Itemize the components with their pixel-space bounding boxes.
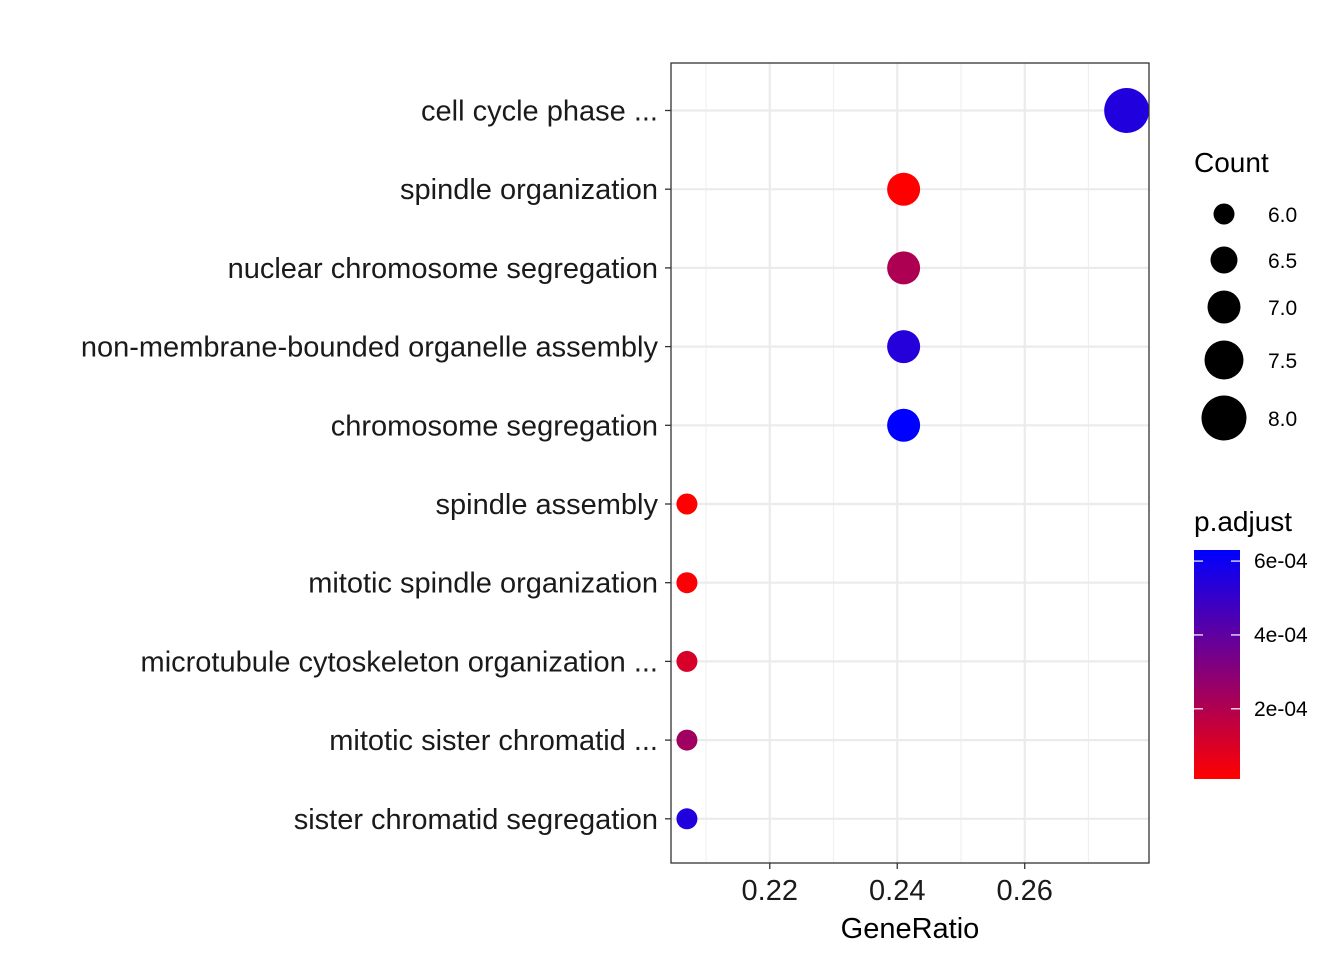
y-tick-label: sister chromatid segregation <box>294 804 658 836</box>
y-tick-label: microtubule cytoskeleton organization ..… <box>141 646 658 678</box>
y-tick-label: nuclear chromosome segregation <box>228 253 658 285</box>
size-legend-key <box>1207 290 1241 324</box>
y-tick-label: spindle assembly <box>436 489 659 521</box>
size-legend-label: 7.0 <box>1268 297 1297 320</box>
x-tick-label: 0.22 <box>742 875 798 907</box>
x-tick-label: 0.24 <box>869 875 925 907</box>
y-tick-label: mitotic spindle organization <box>308 568 658 600</box>
data-point <box>887 330 921 364</box>
data-point <box>676 650 698 672</box>
size-legend-label: 8.0 <box>1268 408 1297 431</box>
x-axis: 0.22 0.24 0.26 <box>742 863 1053 907</box>
y-tick-label: spindle organization <box>400 174 658 206</box>
data-point <box>676 729 698 751</box>
color-legend-label: 6e-04 <box>1254 550 1308 573</box>
data-point <box>676 572 698 594</box>
color-legend-label: 2e-04 <box>1254 698 1308 721</box>
y-axis: cell cycle phase ... spindle organization… <box>81 96 671 836</box>
data-point <box>676 493 698 515</box>
color-legend-bar <box>1194 550 1240 779</box>
color-legend: p.adjust 6e-04 4e-04 2e-04 <box>1194 506 1308 779</box>
data-point <box>1104 88 1150 133</box>
y-tick-label: cell cycle phase ... <box>421 96 658 128</box>
size-legend-label: 6.5 <box>1268 250 1297 273</box>
y-tick-label: non-membrane-bounded organelle assembly <box>81 332 659 364</box>
size-legend-label: 6.0 <box>1268 204 1297 227</box>
size-legend-key <box>1204 340 1244 380</box>
color-legend-title: p.adjust <box>1194 506 1292 537</box>
size-legend-key <box>1213 203 1235 225</box>
data-point <box>676 808 698 830</box>
color-legend-label: 4e-04 <box>1254 624 1308 647</box>
data-point <box>887 172 921 206</box>
size-legend-title: Count <box>1194 147 1269 178</box>
size-legend: Count 6.0 6.5 7.0 7.5 8.0 <box>1194 147 1297 441</box>
y-tick-label: mitotic sister chromatid ... <box>329 725 658 757</box>
y-tick-label: chromosome segregation <box>331 410 658 442</box>
size-legend-key <box>1210 246 1238 274</box>
size-legend-label: 7.5 <box>1268 350 1297 373</box>
panel-border <box>670 62 1150 864</box>
x-tick-label: 0.26 <box>996 875 1052 907</box>
x-axis-title: GeneRatio <box>841 913 980 945</box>
data-point <box>887 408 921 442</box>
size-legend-key <box>1201 395 1247 441</box>
data-points <box>676 88 1150 830</box>
data-point <box>887 251 921 285</box>
